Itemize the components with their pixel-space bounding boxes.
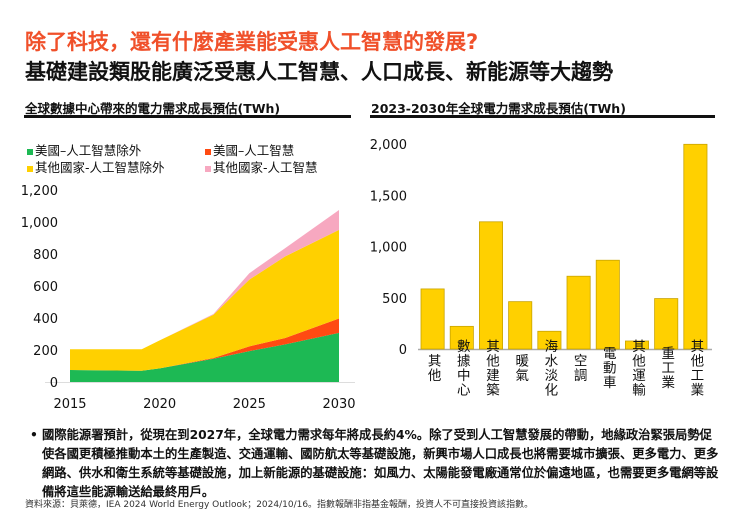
x-tick-label: 2030 (322, 397, 355, 412)
legend-label: 其他國家-人工智慧除外 (35, 160, 165, 175)
category-label: 其他建築 (483, 339, 500, 397)
bar-3 (508, 301, 533, 350)
y-tick-label: 500 (382, 292, 407, 307)
bullet-note: • 國際能源署預計，從現在到2027年，全球電力需求每年將成長約4%。除了受到人… (30, 426, 720, 502)
bar-6 (595, 259, 620, 350)
legend-swatch (27, 165, 33, 172)
bar-1 (449, 325, 474, 350)
category-label: 暖氣 (512, 353, 529, 382)
bullet-marker: • (30, 428, 38, 442)
bar-9 (683, 143, 708, 350)
category-label: 空調 (571, 353, 588, 382)
page-title: 除了科技，還有什麼產業能受惠人工智慧的發展? (25, 30, 479, 54)
y-tick-label: 800 (33, 248, 58, 263)
legend-swatch (205, 148, 211, 155)
bullet-text: 國際能源署預計，從現在到2027年，全球電力需求每年將成長約4%。除了受到人工智… (42, 428, 719, 499)
legend-item: 美國–人工智慧除外 (27, 140, 141, 159)
legend-item: 美國–人工智慧 (205, 140, 294, 159)
legend-swatch (27, 148, 33, 155)
bar-4 (537, 330, 562, 350)
area-series-2 (70, 229, 339, 371)
legend-label: 其他國家-人工智慧 (213, 160, 318, 175)
y-tick-label: 1,200 (21, 184, 58, 199)
bar-5 (566, 275, 591, 350)
x-tick-label: 2015 (53, 397, 86, 412)
y-tick-label: 400 (33, 312, 58, 327)
legend-label: 美國–人工智慧除外 (35, 143, 142, 158)
legend-label: 美國–人工智慧 (213, 143, 295, 158)
left-chart-title: 全球數據中心帶來的電力需求成長預估(TWh) (24, 98, 351, 118)
category-label: 數據中心 (454, 339, 471, 397)
x-tick-label: 2025 (233, 397, 266, 412)
y-tick-label: 0 (399, 343, 407, 358)
area-series-1 (70, 318, 339, 371)
bar-7 (625, 340, 650, 350)
category-label: 電動車 (600, 346, 617, 390)
legend-item: 其他國家-人工智慧 (205, 157, 318, 176)
x-tick-label: 2020 (143, 397, 176, 412)
y-tick-label: 0 (50, 376, 58, 391)
y-tick-label: 2,000 (370, 138, 407, 153)
category-label: 其他工業 (687, 339, 704, 397)
category-label: 重工業 (658, 346, 675, 390)
y-tick-label: 200 (33, 344, 58, 359)
bar-2 (478, 221, 503, 350)
category-label: 其他運輸 (629, 339, 646, 397)
legend-item: 其他國家-人工智慧除外 (27, 157, 165, 176)
source-note: 資料來源：貝萊德，IEA 2024 World Energy Outlook；2… (25, 500, 534, 510)
page-subtitle: 基礎建設類股能廣泛受惠人工智慧、人口成長、新能源等大趨勢 (25, 60, 613, 84)
legend-swatch (205, 165, 211, 172)
y-tick-label: 600 (33, 280, 58, 295)
y-tick-label: 1,000 (370, 241, 407, 256)
right-chart-title: 2023-2030年全球電力需求成長預估(TWh) (370, 98, 715, 118)
category-label: 其他 (425, 353, 442, 383)
area-series-0 (70, 332, 339, 382)
category-label: 海水淡化 (541, 339, 558, 398)
y-tick-label: 1,500 (370, 189, 407, 204)
bar-8 (654, 298, 679, 350)
bar-0 (420, 288, 445, 350)
y-tick-label: 1,000 (21, 216, 58, 231)
